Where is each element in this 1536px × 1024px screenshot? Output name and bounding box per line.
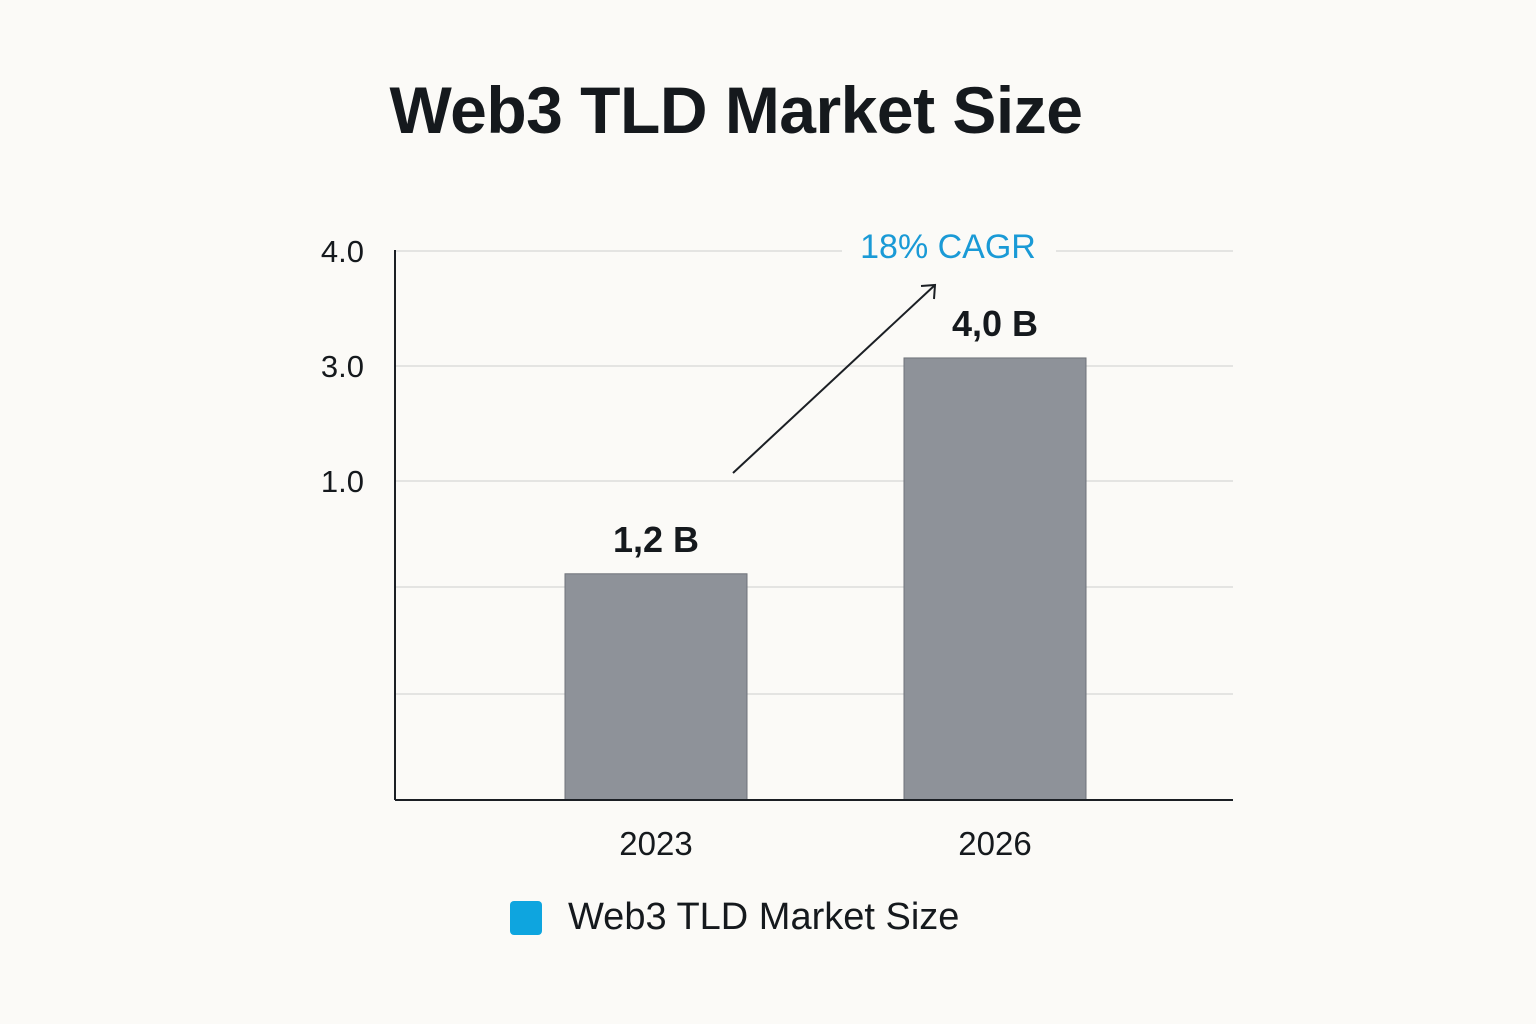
axes <box>394 250 1233 801</box>
annotation-background <box>842 228 1056 274</box>
labels: 4.0 3.0 1.0 1,2 B 2023 4,0 B 2026 <box>321 234 1038 862</box>
bar-2026 <box>903 357 1087 801</box>
bar-2023 <box>564 573 748 801</box>
y-tick-label: 3.0 <box>321 349 364 384</box>
legend-label: Web3 TLD Market Size <box>568 896 960 938</box>
y-tick-label: 4.0 <box>321 234 364 269</box>
data-label-2026: 4,0 B <box>952 303 1038 344</box>
cagr-annotation: 18% CAGR <box>860 228 1036 266</box>
legend-swatch <box>510 900 542 935</box>
growth-arrow <box>732 284 936 474</box>
gridlines <box>395 250 1233 695</box>
x-tick-label-2026: 2026 <box>958 825 1031 862</box>
x-tick-label-2023: 2023 <box>619 825 692 862</box>
y-tick-label: 1.0 <box>321 464 364 499</box>
annotation: 18% CAGR <box>732 228 1056 474</box>
growth-arrowhead-icon <box>920 283 937 300</box>
bars <box>564 357 1087 801</box>
data-label-2023: 1,2 B <box>613 519 699 560</box>
chart-title: Web3 TLD Market Size <box>389 73 1083 147</box>
legend: Web3 TLD Market Size <box>510 896 959 939</box>
